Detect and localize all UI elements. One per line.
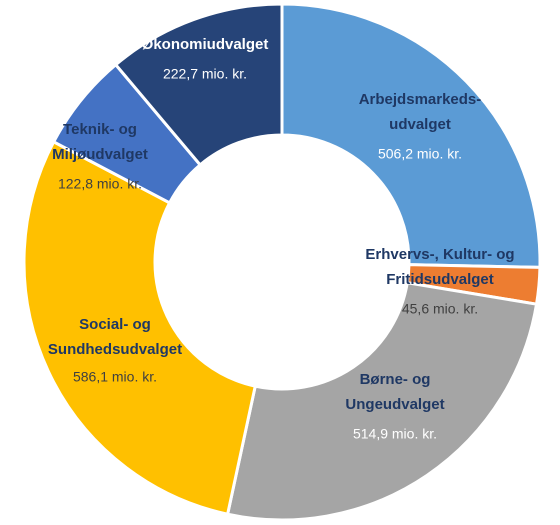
value-label: 45,6 mio. kr. xyxy=(402,301,478,317)
segment-label: Sundhedsudvalget xyxy=(48,341,182,358)
segment-label: Børne- og xyxy=(360,371,431,388)
segment-label: Miljøudvalget xyxy=(52,146,148,163)
value-label: 586,1 mio. kr. xyxy=(73,369,157,385)
segment-label: Teknik- og xyxy=(63,121,137,138)
value-label: 506,2 mio. kr. xyxy=(378,146,462,162)
value-label: 514,9 mio. kr. xyxy=(353,426,437,442)
segment-label: Økonomiudvalget xyxy=(142,36,269,53)
donut-segment xyxy=(22,139,258,516)
value-label: 222,7 mio. kr. xyxy=(163,66,247,82)
segment-label: Social- og xyxy=(79,316,151,333)
donut-segment xyxy=(280,2,542,269)
segment-label: Arbejdsmarkeds- xyxy=(359,91,482,108)
donut-segment xyxy=(113,2,284,167)
segment-label: Ungeudvalget xyxy=(345,396,444,413)
segment-label: udvalget xyxy=(389,116,451,133)
segment-label: Erhvervs-, Kultur- og xyxy=(365,246,514,263)
value-label: 122,8 mio. kr. xyxy=(58,176,142,192)
donut-segment xyxy=(225,281,539,522)
segment-label: Fritidsudvalget xyxy=(386,271,494,288)
